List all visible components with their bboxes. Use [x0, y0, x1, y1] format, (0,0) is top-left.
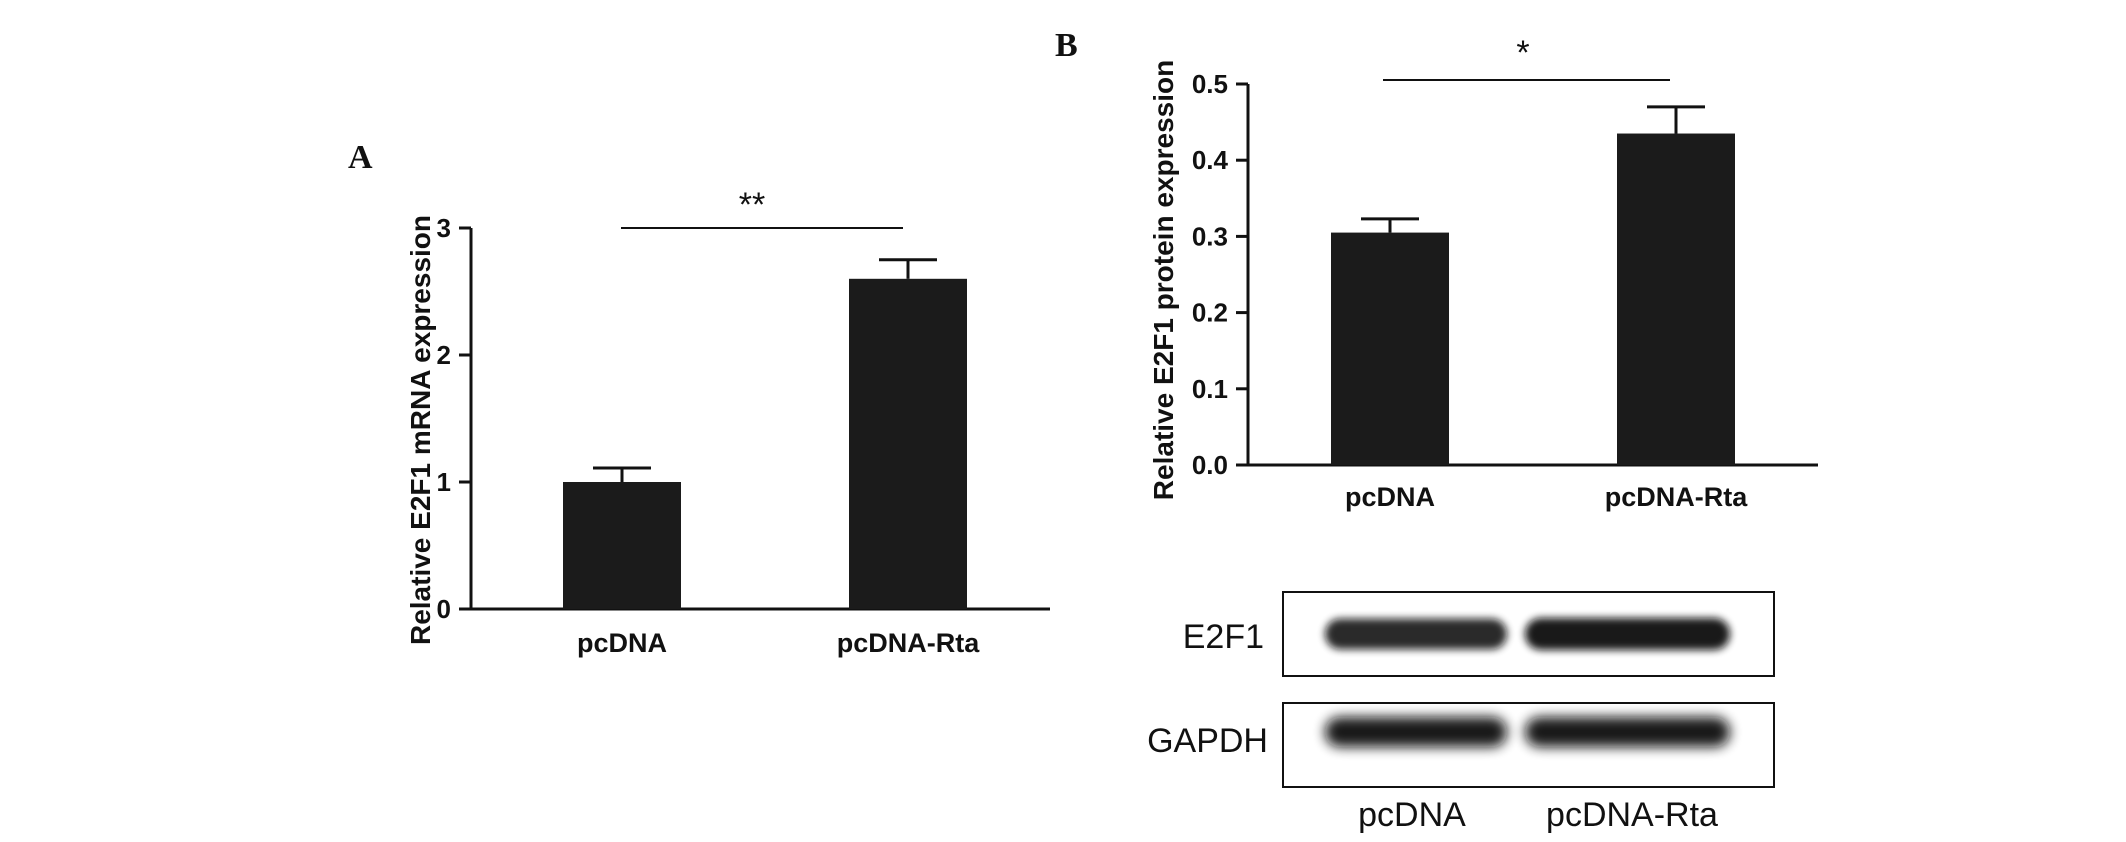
panel-a-y-tick-label: 3 — [437, 213, 451, 243]
panel-a-significance-label: ** — [739, 186, 765, 224]
panel-a-bar-0 — [563, 482, 681, 609]
panel-a-category-labels: pcDNA pcDNA-Rta — [577, 628, 980, 658]
panel-b-y-tick-label: 0.2 — [1192, 298, 1228, 328]
panel-a-chart: A 0 1 2 3 pcDNA pcDNA-Rta Relative E2F1 mRNA… — [348, 139, 1050, 658]
panel-b-category-label: pcDNA — [1345, 482, 1435, 512]
blot-band-e2f1-1 — [1525, 618, 1730, 650]
blot-lane-label-pcdna: pcDNA — [1358, 796, 1466, 834]
panel-b-y-tick-label: 0.5 — [1192, 69, 1228, 99]
panel-b-chart: B 0.0 0.1 0.2 0.3 0.4 0.5 pcDNA pcDNA-Rta Rela… — [1055, 27, 1818, 512]
blot-band-gapdh-1 — [1525, 717, 1730, 747]
panel-b-significance-label: * — [1516, 34, 1529, 72]
blot-band-gapdh-0 — [1325, 717, 1507, 747]
blot-bands — [1325, 618, 1730, 747]
panel-a-category-label: pcDNA — [577, 628, 667, 658]
panel-b-bar-0 — [1331, 232, 1449, 465]
panel-a-bars — [563, 258, 967, 609]
panel-b-bars — [1331, 105, 1735, 465]
panel-a-y-tick-label: 1 — [437, 467, 451, 497]
panel-a-y-ticks: 0 1 2 3 — [437, 213, 471, 624]
panel-b-y-ticks: 0.0 0.1 0.2 0.3 0.4 0.5 — [1192, 69, 1248, 480]
panel-a-bar-1 — [849, 278, 967, 609]
blot-lane-label-pcdna-rta: pcDNA-Rta — [1546, 796, 1718, 834]
panel-b-y-tick-label: 0.0 — [1192, 450, 1228, 480]
panel-a-y-axis-title: Relative E2F1 mRNA expression — [405, 215, 436, 645]
panel-b-y-tick-label: 0.3 — [1192, 221, 1228, 251]
panel-a-letter: A — [348, 139, 373, 176]
western-blot: E2F1 GAPDH pcDNA pcDNA-Rta — [1147, 591, 1775, 834]
panel-a-category-label: pcDNA-Rta — [837, 628, 980, 658]
blot-band-e2f1-0 — [1325, 618, 1507, 650]
panel-b-category-labels: pcDNA pcDNA-Rta — [1345, 482, 1748, 512]
panel-b-y-tick-label: 0.1 — [1192, 374, 1228, 404]
panel-b-y-tick-label: 0.4 — [1192, 145, 1229, 175]
blot-row-label-gapdh: GAPDH — [1147, 722, 1268, 760]
panel-a-y-tick-label: 0 — [437, 594, 451, 624]
panel-a-y-tick-label: 2 — [437, 340, 451, 370]
panel-b-letter: B — [1055, 27, 1078, 64]
panel-b-bar-1 — [1617, 133, 1735, 465]
panel-b-category-label: pcDNA-Rta — [1605, 482, 1748, 512]
panel-b-y-axis-title: Relative E2F1 protein expression — [1148, 60, 1179, 500]
blot-row-label-e2f1: E2F1 — [1183, 618, 1264, 656]
